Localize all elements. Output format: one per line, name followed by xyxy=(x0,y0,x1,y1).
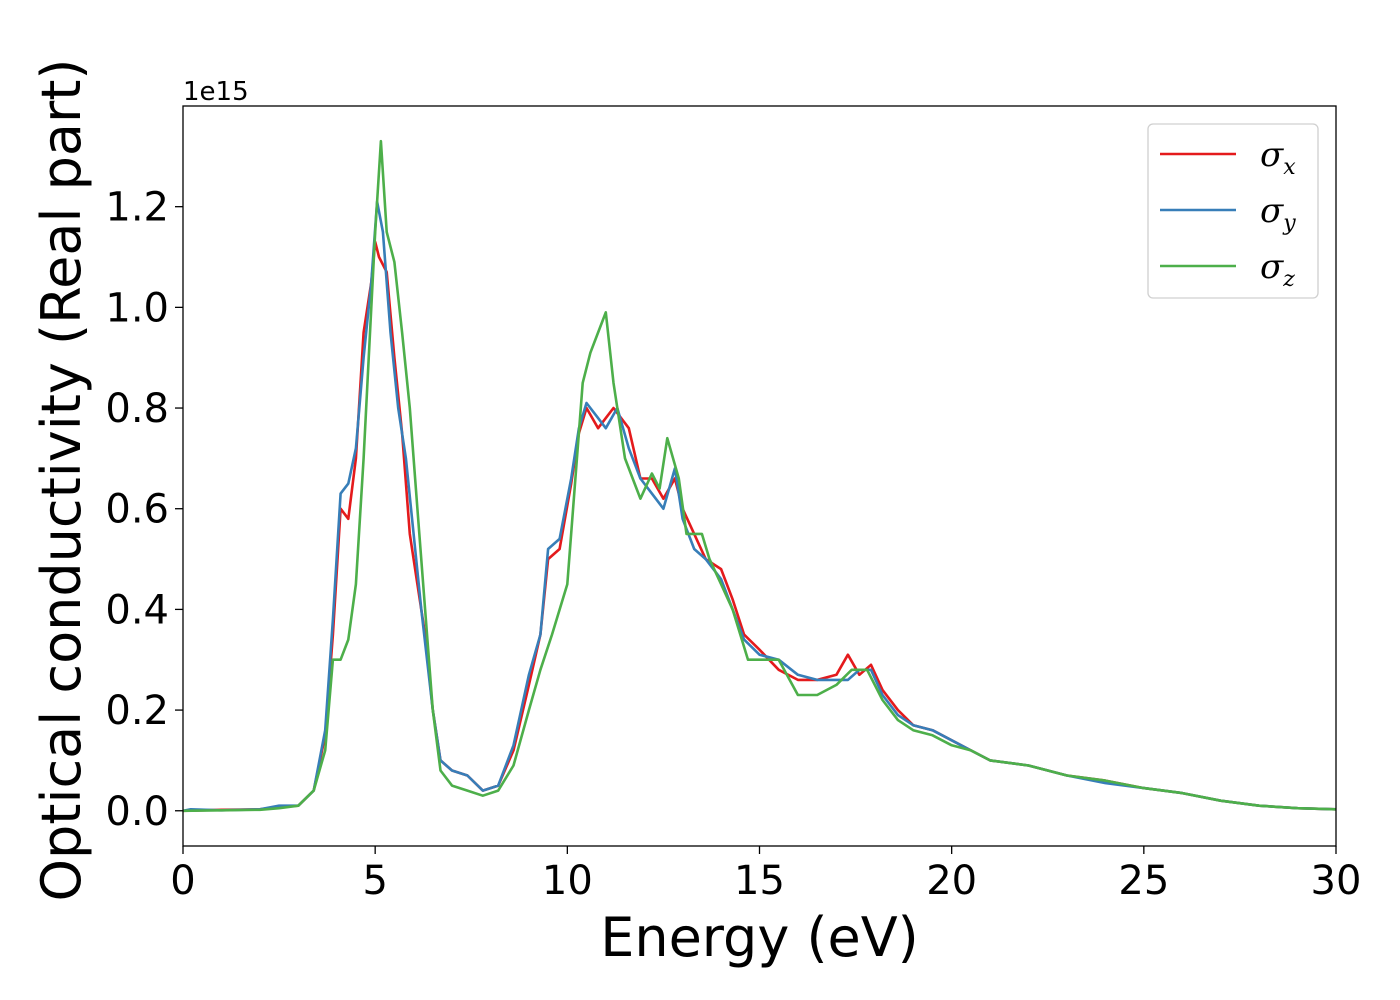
series-line-y xyxy=(183,200,1336,813)
y-tick-label: 1.2 xyxy=(105,185,169,231)
legend-label-subscript: y xyxy=(1282,211,1296,236)
y-tick-label: 0.0 xyxy=(105,789,169,835)
legend-label-subscript: x xyxy=(1283,155,1296,180)
x-axis-ticks: 0 5 10 15 20 25 30 xyxy=(170,846,1361,904)
y-tick-label: 0.6 xyxy=(105,487,169,533)
x-tick-label: 10 xyxy=(542,858,593,904)
x-tick-label: 25 xyxy=(1118,858,1169,904)
y-axis-ticks: 0.0 0.2 0.4 0.6 0.8 1.0 1.2 xyxy=(105,185,183,835)
plot-area-frame xyxy=(182,105,1337,847)
legend-label-base: σ xyxy=(1260,135,1284,175)
x-tick-label: 20 xyxy=(926,858,977,904)
legend-label-base: σ xyxy=(1260,247,1284,287)
y-tick-label: 0.4 xyxy=(105,587,169,633)
series-line-z xyxy=(183,139,1336,813)
legend-label-base: σ xyxy=(1260,191,1284,231)
x-axis-title: Energy (eV) xyxy=(600,906,919,969)
x-tick-label: 0 xyxy=(170,858,195,904)
x-tick-label: 5 xyxy=(362,858,387,904)
y-axis-offset-label: 1e15 xyxy=(183,77,249,107)
y-axis-title: Optical conductivity (Real part) xyxy=(30,59,93,902)
legend-label-z: σz xyxy=(1260,247,1295,292)
x-tick-label: 30 xyxy=(1311,858,1362,904)
y-tick-label: 0.2 xyxy=(105,688,169,734)
legend-label-x: σx xyxy=(1260,135,1296,180)
x-tick-label: 15 xyxy=(734,858,785,904)
legend-label-subscript: z xyxy=(1282,267,1295,292)
legend-label-y: σy xyxy=(1260,191,1296,236)
y-tick-label: 1.0 xyxy=(105,285,169,331)
series-line-x xyxy=(183,240,1336,813)
y-tick-label: 0.8 xyxy=(105,386,169,432)
